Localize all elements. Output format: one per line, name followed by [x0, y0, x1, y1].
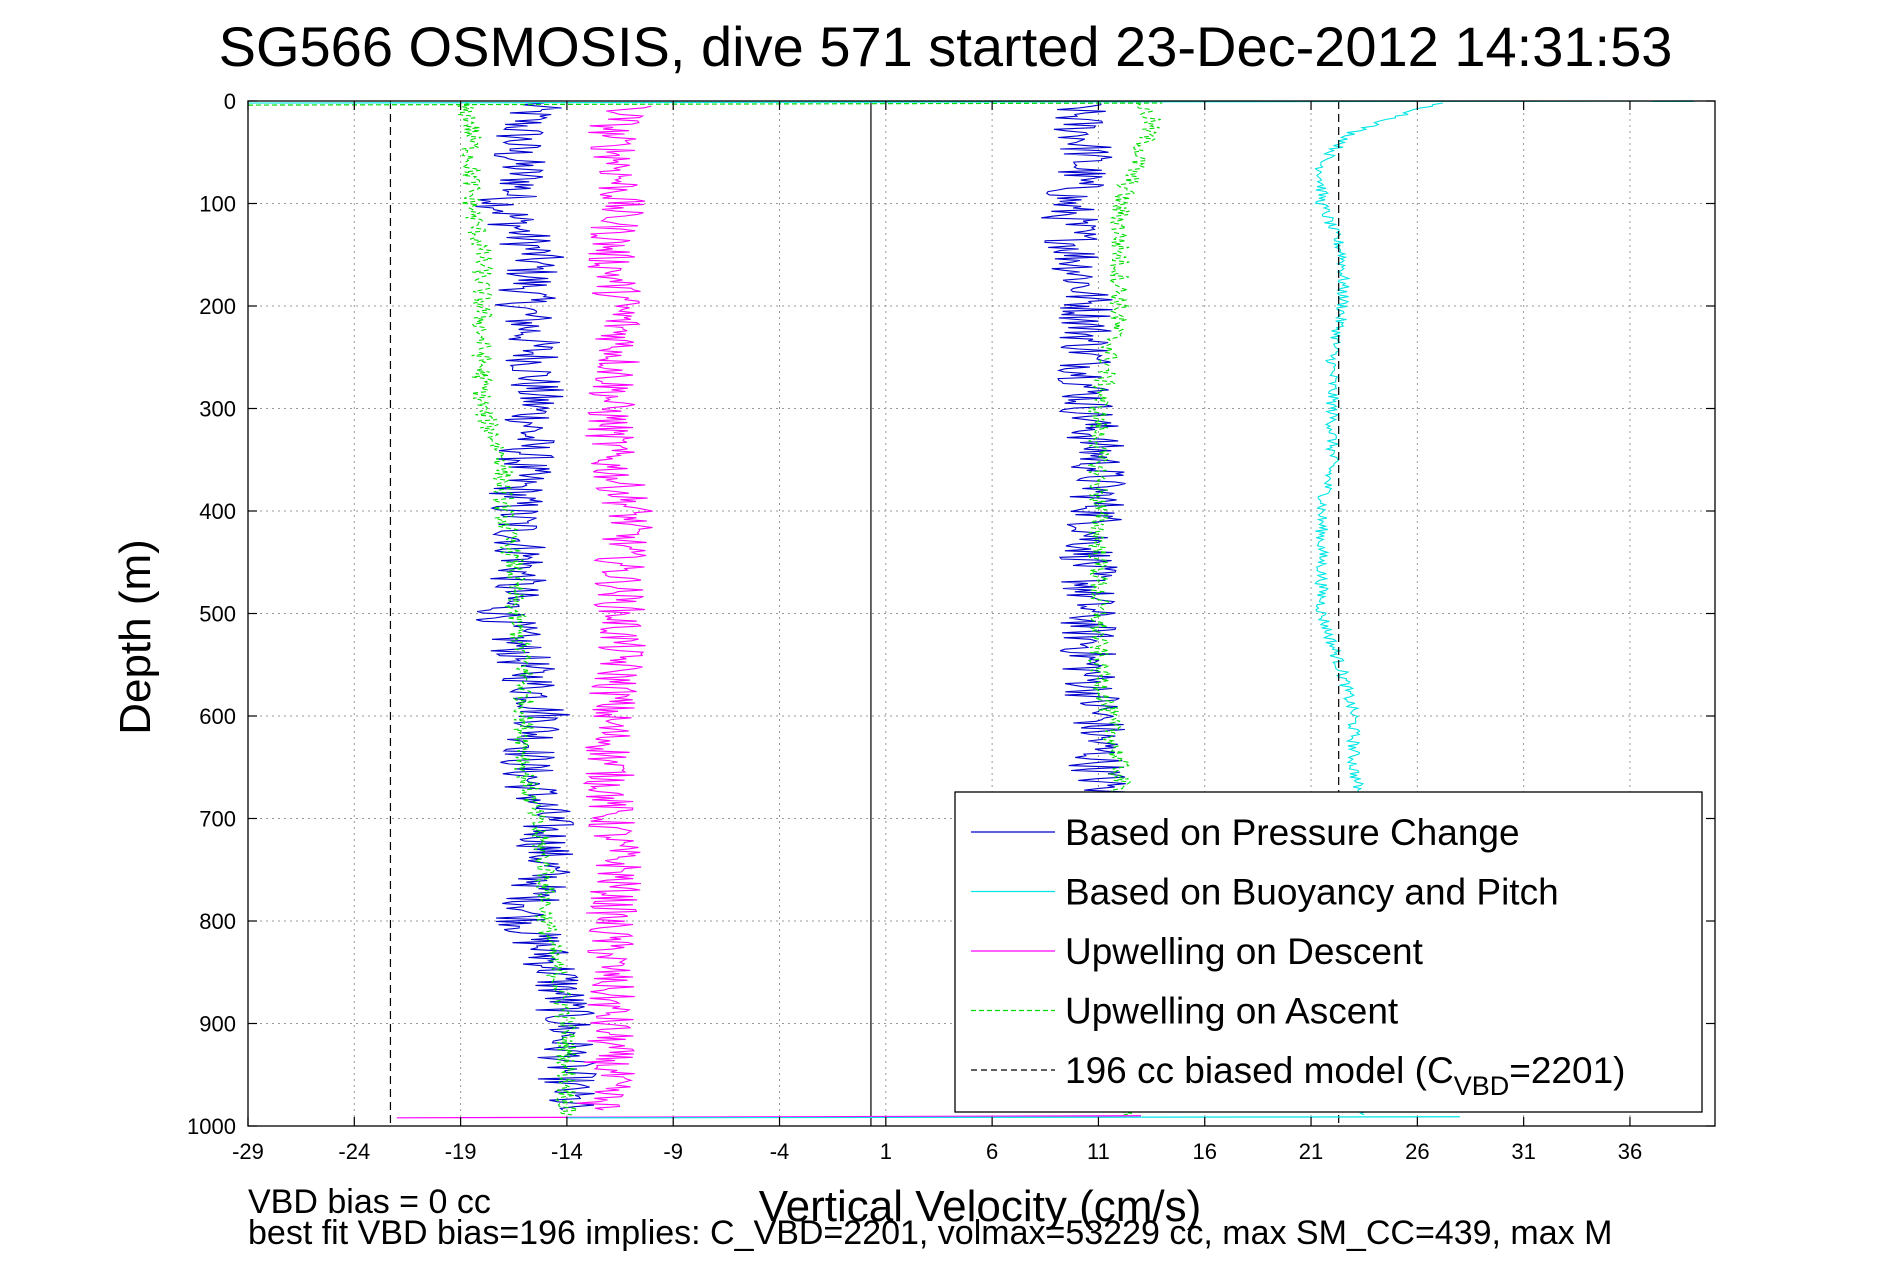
annotation-vbd-bias: VBD bias = 0 cc — [248, 1183, 491, 1221]
y-tick-label: 400 — [199, 499, 236, 524]
x-tick-label: -4 — [770, 1139, 790, 1164]
legend-box — [954, 791, 1703, 1113]
x-tick-label: 26 — [1405, 1139, 1429, 1164]
x-tick-label: -9 — [663, 1139, 683, 1164]
series-3-descent-line — [457, 102, 580, 1116]
legend-label-1: Based on Buoyancy and Pitch — [1065, 872, 1559, 913]
bottom-transition-line — [566, 1116, 1460, 1119]
y-tick-label: 900 — [199, 1012, 236, 1037]
series-0-descent-line — [475, 102, 598, 1111]
x-axis-label: Vertical Velocity (cm/s) — [758, 1182, 1202, 1231]
x-tick-label: -24 — [338, 1139, 370, 1164]
legend-label-2: Upwelling on Descent — [1065, 931, 1424, 972]
x-tick-label: -19 — [445, 1139, 477, 1164]
x-tick-label: 16 — [1192, 1139, 1216, 1164]
y-tick-label: 700 — [199, 807, 236, 832]
x-axis: -29 -24 -19 -14 -9 -4 1 6 11 16 21 26 31 36 — [232, 101, 1642, 1164]
bottom-transition-line — [396, 1115, 1141, 1119]
annotation-best-fit: best fit VBD bias=196 implies: C_VBD=220… — [248, 1214, 1613, 1252]
y-tick-label: 500 — [199, 602, 236, 627]
y-axis: 0 100 200 300 400 500 600 700 800 900 1000 — [187, 89, 1715, 1139]
surface-transition-line — [247, 102, 1163, 106]
legend: Based on Pressure Change Based on Buoyanc… — [954, 791, 1703, 1113]
series-2-line — [576, 105, 653, 1111]
y-tick-label: 100 — [199, 192, 236, 217]
y-tick-label: 1000 — [187, 1114, 236, 1139]
legend-label-3: Upwelling on Ascent — [1065, 991, 1399, 1032]
y-tick-label: 200 — [199, 294, 236, 319]
y-tick-label: 0 — [224, 89, 236, 114]
y-tick-label: 300 — [199, 397, 236, 422]
y-axis-label: Depth (m) — [111, 539, 160, 735]
y-tick-label: 800 — [199, 909, 236, 934]
x-tick-label: 1 — [880, 1139, 892, 1164]
x-tick-label: 6 — [986, 1139, 998, 1164]
x-tick-label: 21 — [1299, 1139, 1323, 1164]
chart-title: SG566 OSMOSIS, dive 571 started 23-Dec-2… — [218, 15, 1673, 78]
x-tick-label: -29 — [232, 1139, 264, 1164]
x-tick-label: 11 — [1087, 1139, 1110, 1164]
y-tick-label: 600 — [199, 704, 236, 729]
x-tick-label: -14 — [551, 1139, 583, 1164]
legend-label-subscript: VBD — [1454, 1071, 1510, 1101]
legend-label-suffix: =2201) — [1509, 1050, 1625, 1091]
legend-label-0: Based on Pressure Change — [1065, 812, 1520, 853]
x-tick-label: 31 — [1511, 1139, 1535, 1164]
x-tick-label: 36 — [1618, 1139, 1642, 1164]
